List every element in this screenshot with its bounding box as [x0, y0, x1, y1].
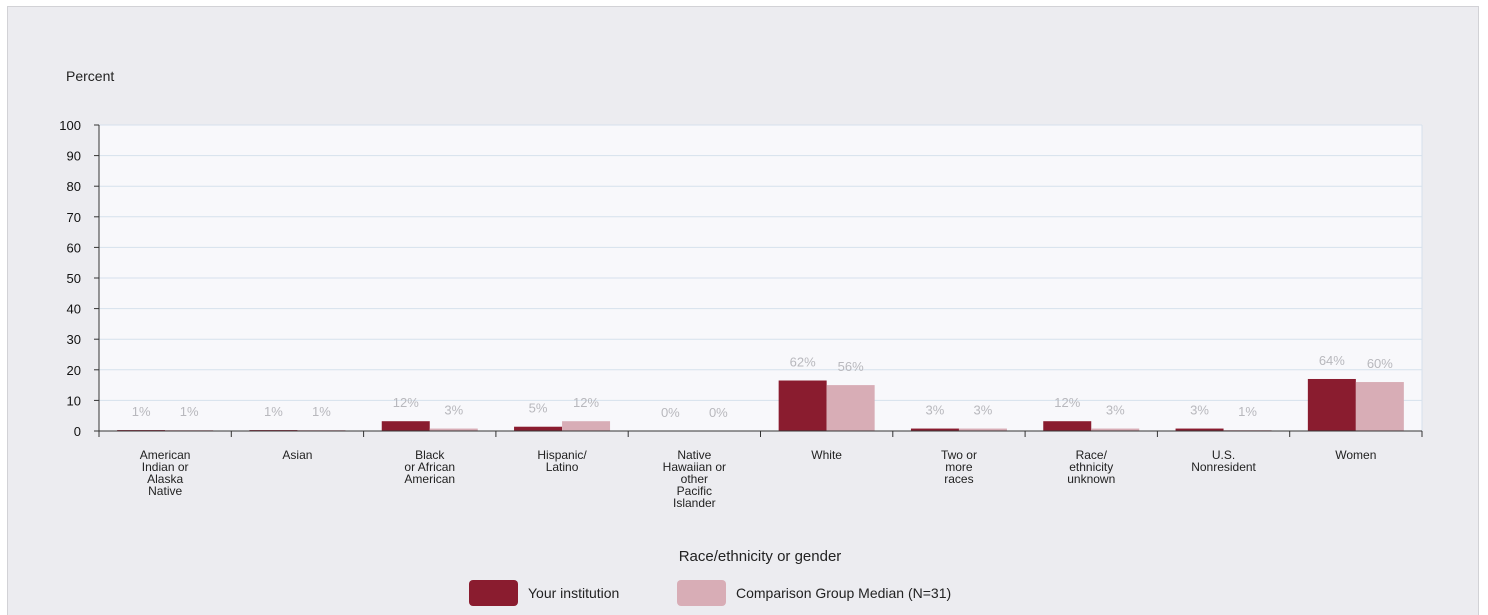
y-tick-label: 70 — [67, 210, 81, 225]
y-tick-label: 20 — [67, 363, 81, 378]
data-label: 12% — [1054, 395, 1080, 410]
bar-comparison — [1355, 382, 1404, 431]
bar-institution — [910, 428, 959, 431]
bar-institution — [778, 380, 827, 431]
x-tick-label: Hispanic/Latino — [537, 448, 587, 474]
y-tick-label: 40 — [67, 302, 81, 317]
data-label: 12% — [573, 395, 599, 410]
x-tick-label: U.S. Nonresident — [1191, 448, 1256, 474]
legend-swatch-institution — [469, 580, 518, 606]
y-tick-label: 100 — [59, 118, 81, 133]
legend-label-institution: Your institution — [528, 585, 619, 601]
data-label: 3% — [974, 403, 993, 418]
y-tick-label: 0 — [74, 424, 81, 439]
data-label: 62% — [790, 355, 816, 370]
data-label: 3% — [1106, 403, 1125, 418]
bar-comparison — [958, 428, 1007, 431]
data-label: 3% — [926, 403, 945, 418]
data-label: 1% — [264, 404, 283, 419]
bar-institution — [1175, 428, 1224, 431]
data-label: 1% — [180, 404, 199, 419]
data-label: 1% — [132, 404, 151, 419]
data-label: 64% — [1319, 353, 1345, 368]
y-tick-label: 10 — [67, 393, 81, 408]
data-label: 3% — [1190, 403, 1209, 418]
y-axis-label: Percent — [66, 68, 114, 84]
y-tick-label: 60 — [67, 240, 81, 255]
y-tick-label: 80 — [67, 179, 81, 194]
bar-institution — [1043, 421, 1092, 431]
x-tick-label: Black or African American — [404, 448, 455, 486]
bar-comparison — [1091, 428, 1140, 431]
bar-institution — [514, 426, 563, 431]
x-tick-label: Two or more races — [941, 448, 977, 486]
data-label: 1% — [312, 404, 331, 419]
y-tick-label: 90 — [67, 149, 81, 164]
y-tick-label: 50 — [67, 271, 81, 286]
bar-institution — [1307, 378, 1356, 431]
data-label: 1% — [1238, 404, 1257, 419]
x-tick-label: Race/ethnicity unknown — [1067, 448, 1115, 486]
data-label: 12% — [393, 395, 419, 410]
x-tick-label: Women — [1335, 448, 1376, 462]
bar-comparison — [826, 385, 875, 431]
bar-comparison — [429, 428, 478, 431]
data-label: 0% — [661, 405, 680, 420]
x-axis-title: Race/ethnicity or gender — [679, 548, 842, 565]
data-label: 0% — [709, 405, 728, 420]
x-tick-label: Native Hawaiian or other Pacific Islander — [663, 448, 726, 510]
data-label: 5% — [529, 401, 548, 416]
legend-swatch-comparison — [677, 580, 726, 606]
bar-comparison — [562, 421, 611, 431]
data-label: 56% — [838, 359, 864, 374]
data-label: 60% — [1367, 356, 1393, 371]
legend-label-comparison: Comparison Group Median (N=31) — [736, 585, 951, 601]
data-label: 3% — [444, 403, 463, 418]
x-tick-label: White — [811, 448, 842, 462]
y-tick-label: 30 — [67, 332, 81, 347]
bar-institution — [381, 421, 430, 431]
x-tick-label: Asian — [282, 448, 312, 462]
x-tick-label: American Indian or Alaska Native — [140, 448, 191, 498]
